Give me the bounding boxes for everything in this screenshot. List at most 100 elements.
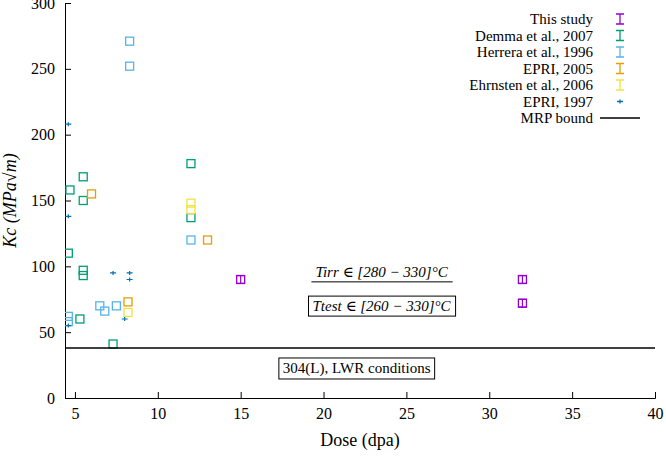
point — [65, 249, 72, 257]
point — [110, 271, 116, 275]
legend-symbol — [616, 31, 624, 41]
legend-label: Demma et al., 2007 — [475, 28, 593, 44]
x-tick-label: 5 — [71, 405, 79, 422]
x-tick: 5 — [71, 392, 79, 422]
point — [109, 340, 117, 348]
series — [65, 122, 132, 327]
point — [65, 324, 71, 328]
x-tick-mark — [241, 392, 242, 398]
annotations: Tirr ∈ [280 − 330]°C Ttest ∈ [260 − 330]°… — [279, 264, 456, 379]
point — [237, 276, 245, 284]
point — [124, 308, 132, 316]
error-bar — [518, 299, 526, 307]
series — [65, 37, 195, 325]
point — [126, 37, 134, 45]
error-bar — [237, 276, 245, 284]
series — [65, 160, 195, 348]
x-tick: 30 — [482, 392, 498, 422]
y-tick-mark — [65, 69, 71, 70]
y-tick: 50 — [39, 324, 71, 341]
x-tick-label: 35 — [565, 405, 581, 422]
y-axis-line — [66, 4, 72, 399]
x-tick-mark — [158, 392, 159, 398]
legend-label: Herrera et al., 1996 — [477, 44, 594, 60]
x-tick: 10 — [150, 392, 166, 422]
point — [122, 317, 128, 321]
x-tick-label: 25 — [399, 405, 415, 422]
chart: 5 10 15 20 25 30 35 40 0 50 100 150 200 250 300 Dose (d… — [0, 0, 666, 458]
x-axis-line — [66, 392, 656, 399]
legend-symbol — [616, 14, 624, 24]
series — [124, 199, 195, 316]
y-tick-label: 300 — [31, 0, 55, 12]
point — [127, 278, 133, 282]
point — [124, 298, 132, 306]
series — [88, 190, 212, 306]
x-tick-label: 40 — [648, 405, 664, 422]
y-tick: 300 — [31, 0, 71, 12]
x-tick-label: 15 — [233, 405, 249, 422]
y-tick: 200 — [31, 126, 71, 143]
x-axis: 5 10 15 20 25 30 35 40 — [66, 392, 664, 422]
point — [204, 236, 212, 244]
x-tick-mark — [75, 392, 76, 398]
x-tick: 25 — [399, 392, 415, 422]
annotation: Tirr ∈ [280 − 330]°C — [315, 264, 448, 280]
point — [518, 276, 526, 284]
point — [112, 302, 120, 310]
point — [79, 266, 87, 274]
y-axis: 0 50 100 150 200 250 300 — [31, 0, 71, 407]
x-tick: 35 — [565, 392, 581, 422]
point — [101, 307, 109, 315]
legend: This studyDemma et al., 2007Herrera et a… — [469, 11, 640, 126]
y-tick-label: 150 — [31, 192, 55, 209]
point — [187, 206, 195, 214]
y-tick-mark — [65, 135, 71, 136]
x-tick-mark — [406, 392, 407, 398]
y-tick-label: 250 — [31, 60, 55, 77]
y-tick-mark — [65, 332, 71, 333]
point — [88, 190, 96, 198]
annotation-box — [309, 296, 456, 316]
point — [187, 160, 195, 168]
x-tick: 20 — [316, 392, 332, 422]
legend-label: This study — [530, 11, 593, 27]
y-tick-mark — [65, 266, 71, 267]
y-tick-label: 100 — [31, 258, 55, 275]
x-tick-label: 10 — [150, 405, 166, 422]
annotation: Ttest ∈ [260 − 330]°C — [313, 298, 452, 314]
legend-label: EPRI, 2005 — [523, 61, 593, 77]
y-tick: 100 — [31, 258, 71, 275]
x-tick-label: 30 — [482, 405, 498, 422]
x-tick-mark — [489, 392, 490, 398]
x-tick-label: 20 — [316, 405, 332, 422]
legend-label: EPRI, 1997 — [523, 94, 594, 110]
legend-symbol — [616, 80, 624, 90]
point — [96, 302, 104, 310]
legend-label: MRP bound — [521, 110, 594, 126]
point — [66, 186, 74, 194]
y-tick: 0 — [47, 390, 71, 407]
legend-symbol — [600, 117, 640, 119]
point — [65, 312, 72, 320]
x-tick-mark — [655, 392, 656, 398]
x-tick: 15 — [233, 392, 249, 422]
y-tick-label: 200 — [31, 126, 55, 143]
plot-area — [65, 37, 655, 348]
series — [65, 347, 655, 348]
annotation-rule — [311, 281, 452, 282]
point — [79, 272, 87, 280]
y-tick: 150 — [31, 192, 71, 209]
y-axis-title: Kc (MPa√m) — [0, 153, 21, 248]
legend-symbol — [616, 64, 624, 74]
y-tick-mark — [65, 398, 71, 399]
point — [187, 214, 195, 222]
point — [79, 173, 87, 181]
legend-symbol — [617, 100, 623, 104]
x-axis-title: Dose (dpa) — [320, 430, 399, 451]
point — [79, 197, 87, 205]
annotation: 304(L), LWR conditions — [283, 360, 431, 377]
point — [127, 271, 133, 275]
point — [65, 214, 71, 218]
y-tick-mark — [65, 3, 71, 4]
